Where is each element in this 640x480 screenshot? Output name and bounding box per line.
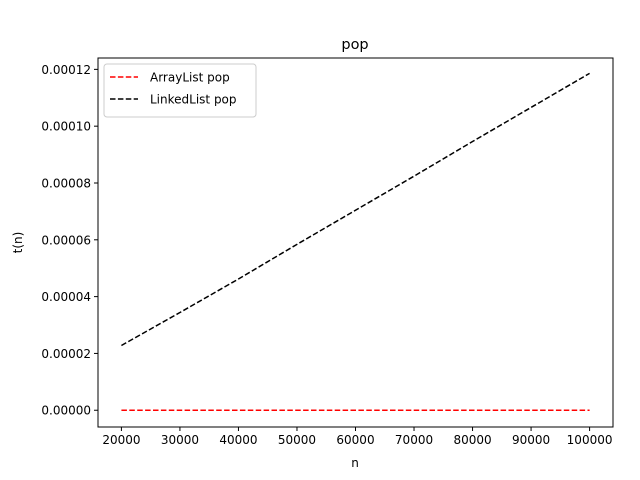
y-tick-label: 0.00004 [41,290,91,304]
x-tick-label: 60000 [336,433,374,447]
x-tick-label: 100000 [567,433,613,447]
legend-label: ArrayList pop [150,71,230,85]
legend: ArrayList pop LinkedList pop [103,63,257,118]
legend-label: LinkedList pop [150,93,237,107]
y-axis-ticks: 0.00000 0.00002 0.00004 0.00006 0.00008 0.000… [41,63,98,418]
x-axis-ticks: 20000 30000 40000 50000 60000 70000 80000 90000… [102,427,612,447]
x-tick-label: 20000 [102,433,140,447]
y-tick-label: 0.00006 [41,233,91,247]
x-axis-label: n [351,456,359,470]
y-tick-label: 0.00008 [41,176,91,190]
x-tick-label: 30000 [161,433,199,447]
legend-box [103,63,257,118]
x-tick-label: 80000 [453,433,491,447]
y-tick-label: 0.00010 [41,120,91,134]
x-tick-label: 90000 [512,433,550,447]
plot-area [121,72,590,411]
x-tick-label: 70000 [395,433,433,447]
y-tick-label: 0.00002 [41,347,91,361]
x-tick-label: 50000 [278,433,316,447]
y-tick-label: 0.00012 [41,63,91,77]
y-tick-label: 0.00000 [41,404,91,418]
y-axis-label: t(n) [11,232,25,254]
series-line-1 [121,72,590,347]
x-tick-label: 40000 [219,433,257,447]
chart-title: pop [341,37,368,53]
